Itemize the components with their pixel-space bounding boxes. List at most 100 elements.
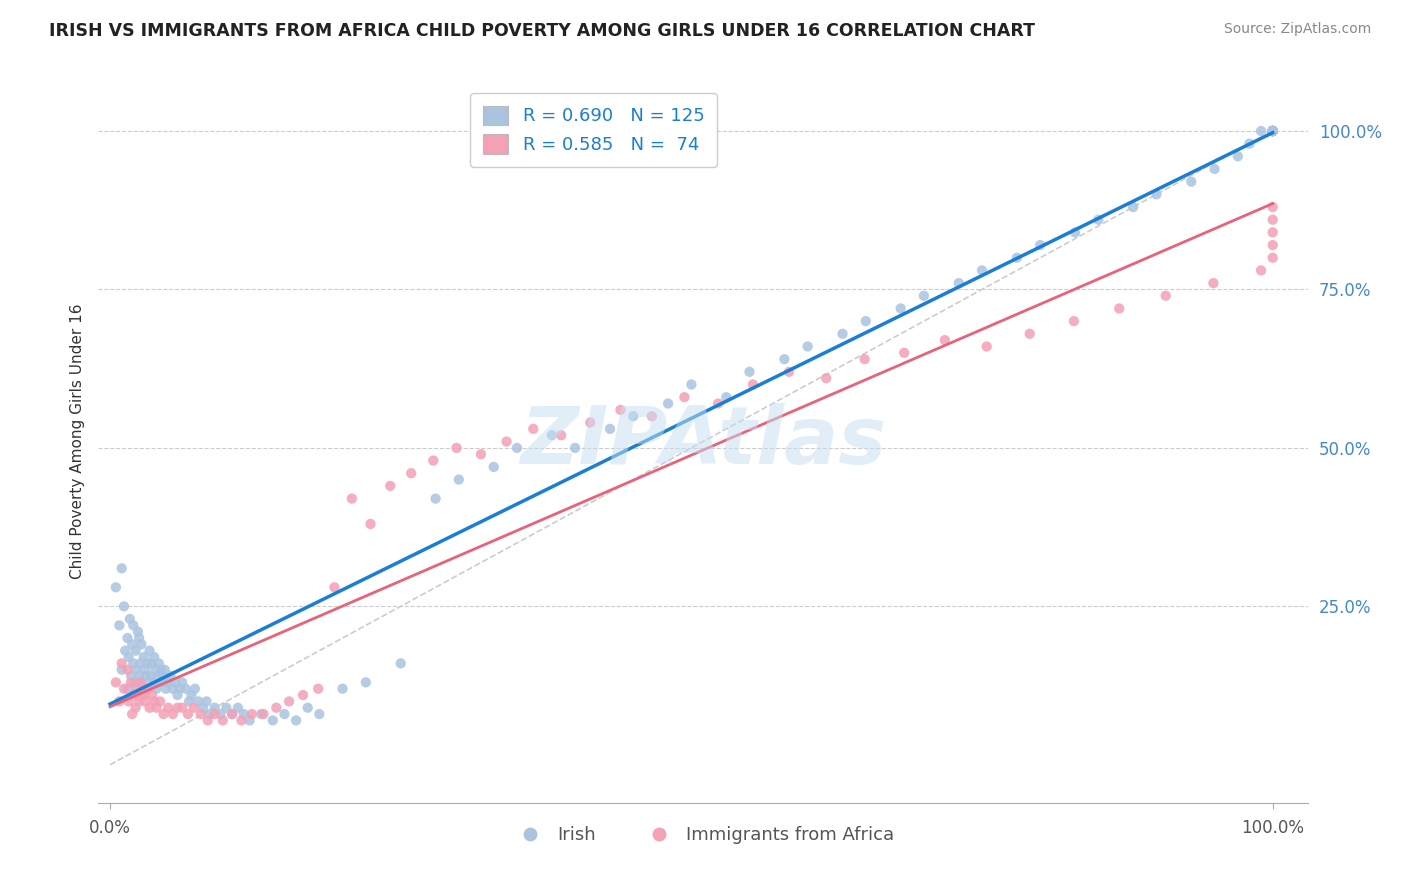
Point <box>131 637 153 651</box>
Point <box>641 409 664 424</box>
Point <box>155 681 177 696</box>
Point <box>1261 124 1284 138</box>
Point <box>114 643 136 657</box>
Point <box>278 694 301 708</box>
Point <box>550 428 572 442</box>
Point <box>1261 124 1284 138</box>
Point <box>1154 289 1177 303</box>
Point <box>273 707 295 722</box>
Point <box>1261 124 1284 138</box>
Point <box>183 700 205 714</box>
Point <box>131 688 153 702</box>
Point <box>145 663 167 677</box>
Point <box>354 675 377 690</box>
Point <box>148 657 170 671</box>
Point <box>796 339 818 353</box>
Point <box>104 675 127 690</box>
Point <box>198 707 221 722</box>
Point <box>232 707 254 722</box>
Point <box>141 688 163 702</box>
Point <box>1261 124 1284 138</box>
Point <box>657 396 679 410</box>
Point <box>912 289 935 303</box>
Point <box>599 422 621 436</box>
Point <box>773 352 796 367</box>
Point <box>1029 238 1052 252</box>
Text: IRISH VS IMMIGRANTS FROM AFRICA CHILD POVERTY AMONG GIRLS UNDER 16 CORRELATION C: IRISH VS IMMIGRANTS FROM AFRICA CHILD PO… <box>49 22 1035 40</box>
Point <box>150 669 173 683</box>
Point <box>136 681 159 696</box>
Point <box>117 663 139 677</box>
Point <box>579 416 602 430</box>
Point <box>292 688 315 702</box>
Point <box>221 707 243 722</box>
Point <box>1180 175 1202 189</box>
Point <box>120 675 142 690</box>
Point <box>152 707 174 722</box>
Point <box>1108 301 1130 316</box>
Point <box>1261 124 1284 138</box>
Point <box>117 631 139 645</box>
Point <box>250 707 273 722</box>
Point <box>1261 124 1284 138</box>
Point <box>169 681 191 696</box>
Point <box>166 700 188 714</box>
Point <box>1261 124 1284 138</box>
Point <box>446 441 468 455</box>
Point <box>180 688 202 702</box>
Point <box>134 688 156 702</box>
Point <box>184 681 207 696</box>
Point <box>1261 124 1284 138</box>
Point <box>1261 124 1284 138</box>
Point <box>1005 251 1028 265</box>
Point <box>855 314 877 328</box>
Point <box>1261 212 1284 227</box>
Point <box>149 694 172 708</box>
Point <box>162 681 184 696</box>
Point <box>621 409 644 424</box>
Point <box>118 694 141 708</box>
Point <box>157 700 180 714</box>
Point <box>146 669 169 683</box>
Point <box>162 707 184 722</box>
Point <box>1261 124 1284 138</box>
Point <box>1261 200 1284 214</box>
Point <box>1261 124 1284 138</box>
Point <box>172 700 194 714</box>
Point <box>129 675 152 690</box>
Point <box>166 688 188 702</box>
Point <box>425 491 447 506</box>
Point <box>136 657 159 671</box>
Point <box>138 643 160 657</box>
Point <box>124 643 146 657</box>
Point <box>125 681 148 696</box>
Point <box>266 700 288 714</box>
Point <box>111 663 134 677</box>
Point <box>111 657 134 671</box>
Point <box>138 681 160 696</box>
Point <box>332 681 354 696</box>
Point <box>681 377 703 392</box>
Point <box>506 441 529 455</box>
Point <box>187 694 209 708</box>
Point <box>1261 124 1284 138</box>
Point <box>209 707 232 722</box>
Point <box>138 700 160 714</box>
Point <box>204 707 226 722</box>
Point <box>853 352 876 367</box>
Point <box>226 700 249 714</box>
Point <box>131 675 153 690</box>
Point <box>340 491 363 506</box>
Point <box>120 669 142 683</box>
Point <box>159 669 181 683</box>
Point <box>112 599 135 614</box>
Text: Source: ZipAtlas.com: Source: ZipAtlas.com <box>1223 22 1371 37</box>
Point <box>976 339 998 353</box>
Point <box>231 714 253 728</box>
Point <box>121 637 143 651</box>
Point <box>215 700 238 714</box>
Point <box>191 700 214 714</box>
Point <box>122 657 145 671</box>
Point <box>143 694 166 708</box>
Point <box>934 333 956 347</box>
